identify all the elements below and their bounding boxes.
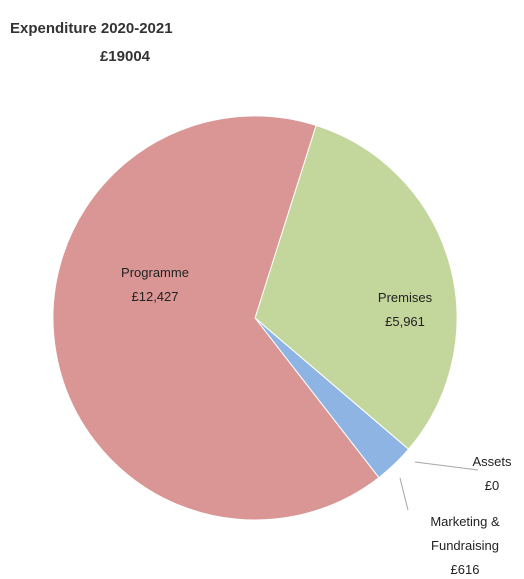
slice-label: Premises	[377, 290, 433, 305]
slice-value-label: £616	[450, 562, 480, 577]
pie-slice	[254, 124, 458, 450]
slice-value-label: £12,427	[131, 289, 179, 304]
chart-subtitle: £19004	[99, 48, 151, 65]
leader-line	[399, 477, 409, 511]
pie-slice	[52, 115, 380, 521]
slice-value-label: £5,961	[385, 314, 425, 329]
slice-label: Programme	[121, 265, 189, 280]
slice-label: Assets	[472, 454, 512, 469]
slice-label: Marketing & Fundraising	[430, 514, 500, 553]
chart-title: Expenditure 2020-2021	[10, 20, 173, 37]
leader-line	[414, 461, 479, 471]
slice-value-label: £0	[484, 478, 500, 493]
